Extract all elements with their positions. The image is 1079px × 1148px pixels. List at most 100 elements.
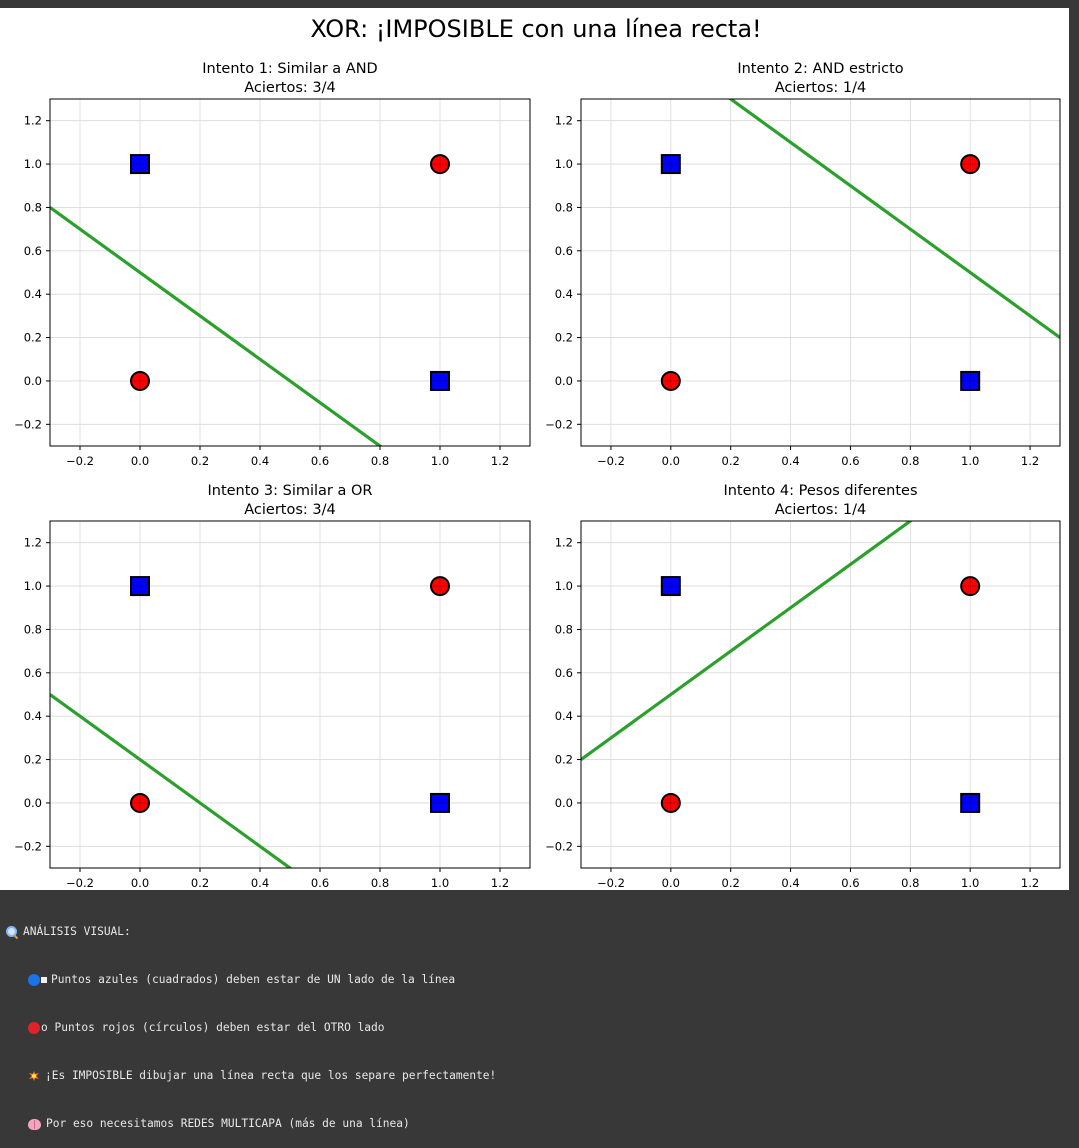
console-output: ANÁLISIS VISUAL: Puntos azules (cuadrado… — [4, 892, 1074, 1130]
x-tick-label: 1.2 — [491, 876, 509, 890]
y-tick-label: −0.2 — [545, 417, 573, 431]
point-square-blue — [960, 370, 981, 391]
subplot-title: Intento 2: AND estricto — [737, 61, 903, 77]
x-tick-label: −0.2 — [597, 454, 625, 468]
figure-canvas: XOR: ¡IMPOSIBLE con una línea recta! Int… — [14, 15, 1061, 890]
x-tick-label: 0.6 — [841, 876, 859, 890]
small-square-icon — [41, 977, 47, 983]
x-tick-label: 0.6 — [841, 454, 859, 468]
axes-frame — [49, 98, 531, 447]
y-tick-label: 0.6 — [24, 666, 42, 680]
y-tick-label: −0.2 — [14, 839, 42, 853]
point-square-blue — [130, 576, 150, 597]
y-tick-label: 1.0 — [24, 579, 42, 593]
y-tick-label: 1.2 — [24, 114, 42, 128]
x-tick-label: 1.2 — [1021, 454, 1039, 468]
decision-line — [50, 206, 383, 446]
x-tick-label: 1.0 — [431, 876, 449, 890]
y-tick-label: −0.2 — [14, 417, 42, 431]
x-tick-label: 0.8 — [901, 454, 919, 468]
subplot-title: Intento 3: Similar a OR — [207, 483, 372, 499]
y-tick-label: 1.2 — [555, 536, 573, 550]
y-tick-label: −0.2 — [545, 839, 573, 853]
x-tick-label: 0.6 — [311, 454, 329, 468]
point-circle-red — [660, 370, 681, 391]
x-tick-label: 0.2 — [722, 454, 740, 468]
decision-line — [581, 521, 914, 761]
point-square-blue — [960, 792, 981, 813]
subplot-title: Intento 1: Similar a AND — [202, 61, 377, 77]
y-tick-label: 0.4 — [555, 287, 573, 301]
console-line-text: o Puntos rojos (círculos) deben estar de… — [41, 1021, 385, 1034]
red-circle-icon — [28, 1022, 40, 1034]
y-tick-label: 0.8 — [24, 622, 42, 636]
decision-line-group — [727, 99, 1060, 339]
console-line-text: ¡Es IMPOSIBLE dibujar una línea recta qu… — [45, 1069, 497, 1082]
x-tick-label: 1.2 — [491, 454, 509, 468]
point-square-blue — [660, 576, 681, 597]
axes-frame — [49, 520, 531, 869]
subplot-title: Intento 4: Pesos diferentes — [723, 483, 917, 499]
figure: XOR: ¡IMPOSIBLE con una línea recta! Int… — [0, 8, 1069, 890]
console-line: Puntos azules (cuadrados) deben estar de… — [4, 972, 1074, 988]
y-tick-label: 1.0 — [555, 579, 573, 593]
subplot: Intento 4: Pesos diferentes Aciertos: 1/4… — [545, 483, 1061, 890]
x-tick-label: −0.2 — [66, 876, 94, 890]
console-line: ¡Es IMPOSIBLE dibujar una línea recta qu… — [4, 1068, 1074, 1084]
x-tick-label: 0.2 — [191, 876, 209, 890]
point-circle-red — [960, 154, 981, 175]
point-circle-red — [430, 154, 450, 175]
y-tick-label: 0.0 — [555, 374, 573, 388]
decision-line-group — [581, 521, 914, 761]
y-tick-label: 0.2 — [555, 331, 573, 345]
point-circle-red — [430, 576, 450, 597]
point-square-blue — [130, 154, 150, 175]
x-tick-label: 0.0 — [662, 876, 680, 890]
y-tick-label: 1.0 — [24, 157, 42, 171]
point-circle-red — [130, 370, 150, 391]
console-line: o Puntos rojos (círculos) deben estar de… — [4, 1020, 1074, 1036]
x-tick-label: 0.0 — [662, 454, 680, 468]
x-tick-label: 0.4 — [781, 454, 799, 468]
decision-line — [50, 693, 293, 868]
axes-frame — [580, 98, 1061, 447]
figure-title: XOR: ¡IMPOSIBLE con una línea recta! — [310, 15, 761, 43]
y-tick-label: 0.4 — [24, 709, 42, 723]
subplot-subtitle: Aciertos: 3/4 — [244, 80, 336, 96]
y-tick-label: 1.0 — [555, 157, 573, 171]
x-tick-label: 0.8 — [901, 876, 919, 890]
x-tick-label: 1.2 — [1021, 876, 1039, 890]
y-tick-label: 0.8 — [24, 200, 42, 214]
x-tick-label: 0.2 — [191, 454, 209, 468]
point-circle-red — [130, 792, 150, 813]
y-tick-label: 0.2 — [24, 331, 42, 345]
point-square-blue — [430, 792, 450, 813]
brain-icon — [28, 1118, 41, 1130]
y-tick-label: 0.0 — [24, 796, 42, 810]
magnifier-icon — [6, 926, 18, 938]
y-tick-label: 1.2 — [24, 536, 42, 550]
x-tick-label: −0.2 — [66, 454, 94, 468]
subplot-subtitle: Aciertos: 1/4 — [775, 502, 867, 518]
decision-line-group — [50, 693, 293, 868]
axes-frame — [580, 520, 1061, 869]
y-tick-label: 0.0 — [555, 796, 573, 810]
decision-line — [727, 99, 1060, 339]
x-tick-label: 0.4 — [251, 454, 269, 468]
x-tick-label: 1.0 — [961, 454, 979, 468]
console-line: Por eso necesitamos REDES MULTICAPA (más… — [4, 1116, 1074, 1132]
blue-circle-icon — [28, 974, 40, 986]
x-tick-label: 0.4 — [251, 876, 269, 890]
point-circle-red — [960, 576, 981, 597]
y-tick-label: 0.4 — [24, 287, 42, 301]
collision-icon — [28, 1070, 40, 1082]
console-line-text: Por eso necesitamos REDES MULTICAPA (más… — [46, 1117, 410, 1130]
point-square-blue — [430, 370, 450, 391]
y-tick-label: 0.4 — [555, 709, 573, 723]
subplot-subtitle: Aciertos: 1/4 — [775, 80, 867, 96]
decision-line-group — [50, 206, 383, 446]
console-line-text: Puntos azules (cuadrados) deben estar de… — [51, 973, 456, 986]
subplot: Intento 1: Similar a AND Aciertos: 3/4 −0.… — [14, 61, 531, 468]
y-tick-label: 0.6 — [555, 244, 573, 258]
x-tick-label: 0.6 — [311, 876, 329, 890]
